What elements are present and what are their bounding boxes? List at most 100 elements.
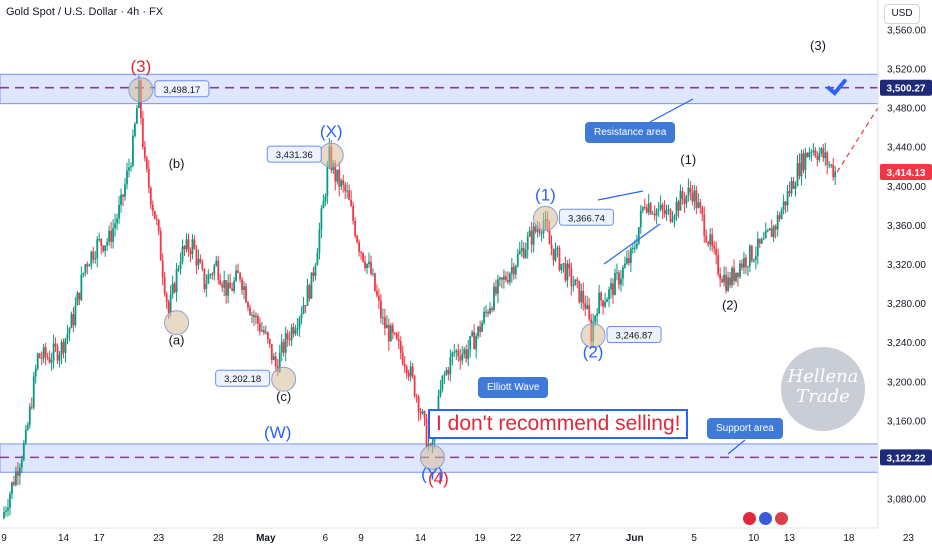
candle [554, 242, 557, 263]
candle-body [826, 152, 829, 165]
candle-body [280, 341, 283, 353]
price-tick: 3,480.00 [887, 104, 926, 115]
candle [530, 221, 533, 254]
candle [816, 151, 819, 167]
candle [171, 275, 174, 299]
candle [326, 160, 329, 205]
candle-body [661, 204, 664, 210]
currency-button[interactable]: USD [884, 4, 920, 24]
candle-body [459, 356, 462, 361]
candle-body [316, 252, 319, 266]
candle [812, 143, 815, 156]
candle [296, 317, 299, 336]
candle [580, 283, 583, 309]
candle [72, 307, 75, 332]
candle-body [616, 272, 618, 274]
candle [504, 271, 507, 283]
wave-label: (3) [130, 57, 151, 76]
candle-body [598, 292, 601, 314]
candle [675, 196, 678, 222]
candle-body [772, 226, 775, 238]
candle [110, 221, 113, 249]
price-label: 3,366.74 [568, 213, 605, 224]
candle [262, 326, 265, 335]
candle-body [302, 305, 305, 314]
candle [659, 195, 662, 212]
candle [324, 193, 327, 207]
candle-body [169, 294, 172, 313]
time-tick: 23 [153, 533, 165, 544]
candle-body [629, 248, 632, 264]
candle [695, 185, 698, 215]
candle [493, 282, 495, 312]
candle-body [631, 247, 634, 249]
candle [205, 273, 208, 297]
candle-body [120, 194, 122, 205]
candle-body [499, 277, 501, 280]
candle-body [455, 350, 458, 352]
candle-body [15, 471, 17, 485]
candle-body [830, 164, 833, 166]
candle-body [397, 339, 400, 342]
candle-body [699, 202, 702, 208]
candle-body [530, 230, 533, 245]
candle [766, 228, 769, 233]
candle [102, 245, 105, 253]
candle [475, 333, 478, 359]
candle-body [348, 190, 351, 200]
candle-body [822, 148, 825, 158]
candle-body [564, 263, 567, 281]
candle [598, 284, 601, 315]
candle [495, 279, 497, 297]
candle [451, 351, 454, 366]
candle-body [151, 204, 154, 211]
candle [270, 344, 273, 365]
candle [826, 150, 829, 175]
candle [191, 234, 194, 260]
candle [56, 343, 59, 365]
candle-body [54, 343, 57, 347]
candle-body [419, 411, 422, 414]
candle [193, 235, 196, 250]
candle-body [306, 285, 309, 306]
candle-body [776, 215, 779, 230]
time-tick: 10 [748, 533, 760, 544]
flag-icon[interactable] [775, 512, 788, 525]
candle-body [72, 314, 75, 326]
candle-body [675, 201, 678, 217]
candle [417, 394, 420, 422]
candle [62, 338, 65, 359]
candle-body [647, 203, 650, 213]
candle-body [58, 354, 61, 361]
candle-body [229, 282, 232, 289]
candle-body [96, 239, 99, 259]
price-label-box [558, 208, 614, 226]
candle [501, 277, 503, 289]
flag-icon[interactable] [759, 512, 772, 525]
candle-body [627, 257, 630, 264]
price-tick: 3,160.00 [887, 416, 926, 427]
candle-body [28, 406, 31, 426]
candle-body [594, 315, 597, 323]
candle-body [324, 196, 327, 202]
candle [94, 250, 97, 264]
candle-body [479, 326, 481, 332]
candle [447, 366, 450, 381]
candle [177, 265, 180, 272]
candle-body [602, 300, 604, 307]
candle-body [741, 263, 743, 268]
candle [524, 242, 527, 259]
candle-body [522, 248, 525, 258]
candle-body [622, 267, 624, 279]
candle-body [94, 258, 97, 260]
candle-body [824, 152, 827, 158]
candle [596, 307, 599, 324]
candle-body [524, 249, 527, 258]
candle [689, 180, 692, 201]
candle [175, 263, 178, 302]
candle [314, 262, 317, 281]
flash-icon[interactable] [743, 512, 756, 525]
time-tick: 6 [323, 533, 329, 544]
candle-body [814, 150, 817, 156]
